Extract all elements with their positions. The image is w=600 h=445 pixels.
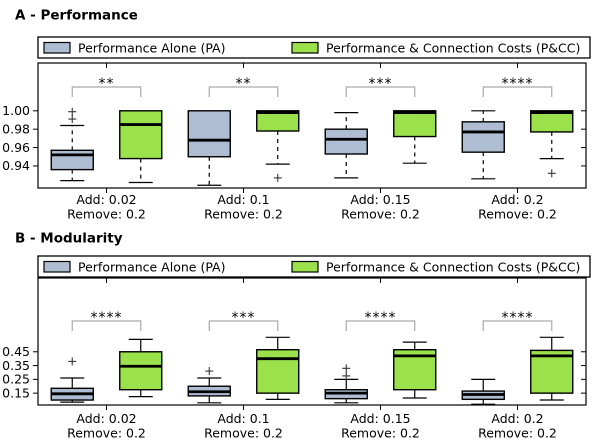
- box-pa-group4: [461, 121, 505, 153]
- y-tick-label: 1.00: [2, 103, 30, 118]
- y-tick-label: 0.35: [2, 358, 30, 373]
- box-pcc-group2: [256, 349, 300, 394]
- significance-stars: ****: [502, 76, 534, 92]
- significance-stars: **: [236, 76, 252, 92]
- x-group-label-remove: Remove: 0.2: [67, 426, 146, 441]
- box-pa-group2: [187, 110, 231, 158]
- y-tick-label: 0.96: [2, 140, 30, 155]
- box-pa-group3: [324, 128, 368, 155]
- x-group-label-remove: Remove: 0.2: [204, 426, 283, 441]
- significance-bracket: [345, 320, 416, 331]
- legend-label-pcc: Performance & Connection Costs (P&CC): [326, 41, 580, 56]
- significance-stars: ****: [502, 310, 534, 326]
- panel-b-legend: Performance Alone (PA) Performance & Con…: [37, 255, 591, 278]
- significance-bracket: [71, 320, 142, 331]
- x-group-label-add: Add: 0.02: [76, 192, 136, 207]
- significance-bracket: [208, 320, 279, 331]
- x-group-label-remove: Remove: 0.2: [478, 426, 557, 441]
- panel-b-title: B - Modularity: [15, 231, 123, 247]
- significance-stars: ****: [365, 310, 397, 326]
- x-group-label-add: Add: 0.15: [350, 411, 410, 426]
- x-group-label-add: Add: 0.1: [217, 411, 269, 426]
- significance-stars: ****: [91, 310, 123, 326]
- box-pcc-group3: [393, 110, 437, 138]
- x-group-label-add: Add: 0.2: [491, 411, 543, 426]
- box-pcc-group1: [119, 351, 163, 391]
- y-tick-label: 0.94: [2, 158, 30, 173]
- y-tick-label: 0.98: [2, 121, 30, 136]
- box-pcc-group2: [256, 110, 300, 132]
- significance-bracket: [345, 86, 416, 97]
- x-group-label-add: Add: 0.02: [76, 411, 136, 426]
- significance-bracket: [71, 86, 142, 97]
- box-pcc-group4: [530, 110, 574, 133]
- x-group-label-add: Add: 0.1: [217, 192, 269, 207]
- panel-a-title: A - Performance: [15, 8, 138, 24]
- x-group-label-remove: Remove: 0.2: [204, 207, 283, 222]
- significance-bracket: [482, 320, 553, 331]
- box-pcc-group4: [530, 349, 574, 394]
- significance-stars: **: [99, 76, 115, 92]
- significance-stars: ***: [369, 76, 393, 92]
- significance-stars: ***: [232, 310, 256, 326]
- box-pcc-group1: [119, 110, 163, 160]
- y-tick-label: 0.25: [2, 372, 30, 387]
- x-group-label-add: Add: 0.2: [491, 192, 543, 207]
- x-group-label-remove: Remove: 0.2: [67, 207, 146, 222]
- significance-bracket: [208, 86, 279, 97]
- y-tick-label: 0.15: [2, 385, 30, 400]
- x-group-label-remove: Remove: 0.2: [341, 207, 420, 222]
- x-group-label-add: Add: 0.15: [350, 192, 410, 207]
- panel-a-legend: Performance Alone (PA) Performance & Con…: [37, 36, 591, 59]
- x-group-label-remove: Remove: 0.2: [478, 207, 557, 222]
- y-tick-label: 0.45: [2, 344, 30, 359]
- legend-label-pa: Performance Alone (PA): [78, 41, 226, 56]
- legend-swatch-pa: [43, 41, 71, 54]
- legend-label-pcc: Performance & Connection Costs (P&CC): [326, 260, 580, 275]
- box-pa-group1: [50, 149, 94, 171]
- x-group-label-remove: Remove: 0.2: [341, 426, 420, 441]
- significance-bracket: [482, 86, 553, 97]
- legend-swatch-pcc: [291, 260, 319, 273]
- legend-swatch-pa: [43, 260, 71, 273]
- legend-swatch-pcc: [291, 41, 319, 54]
- legend-label-pa: Performance Alone (PA): [78, 260, 226, 275]
